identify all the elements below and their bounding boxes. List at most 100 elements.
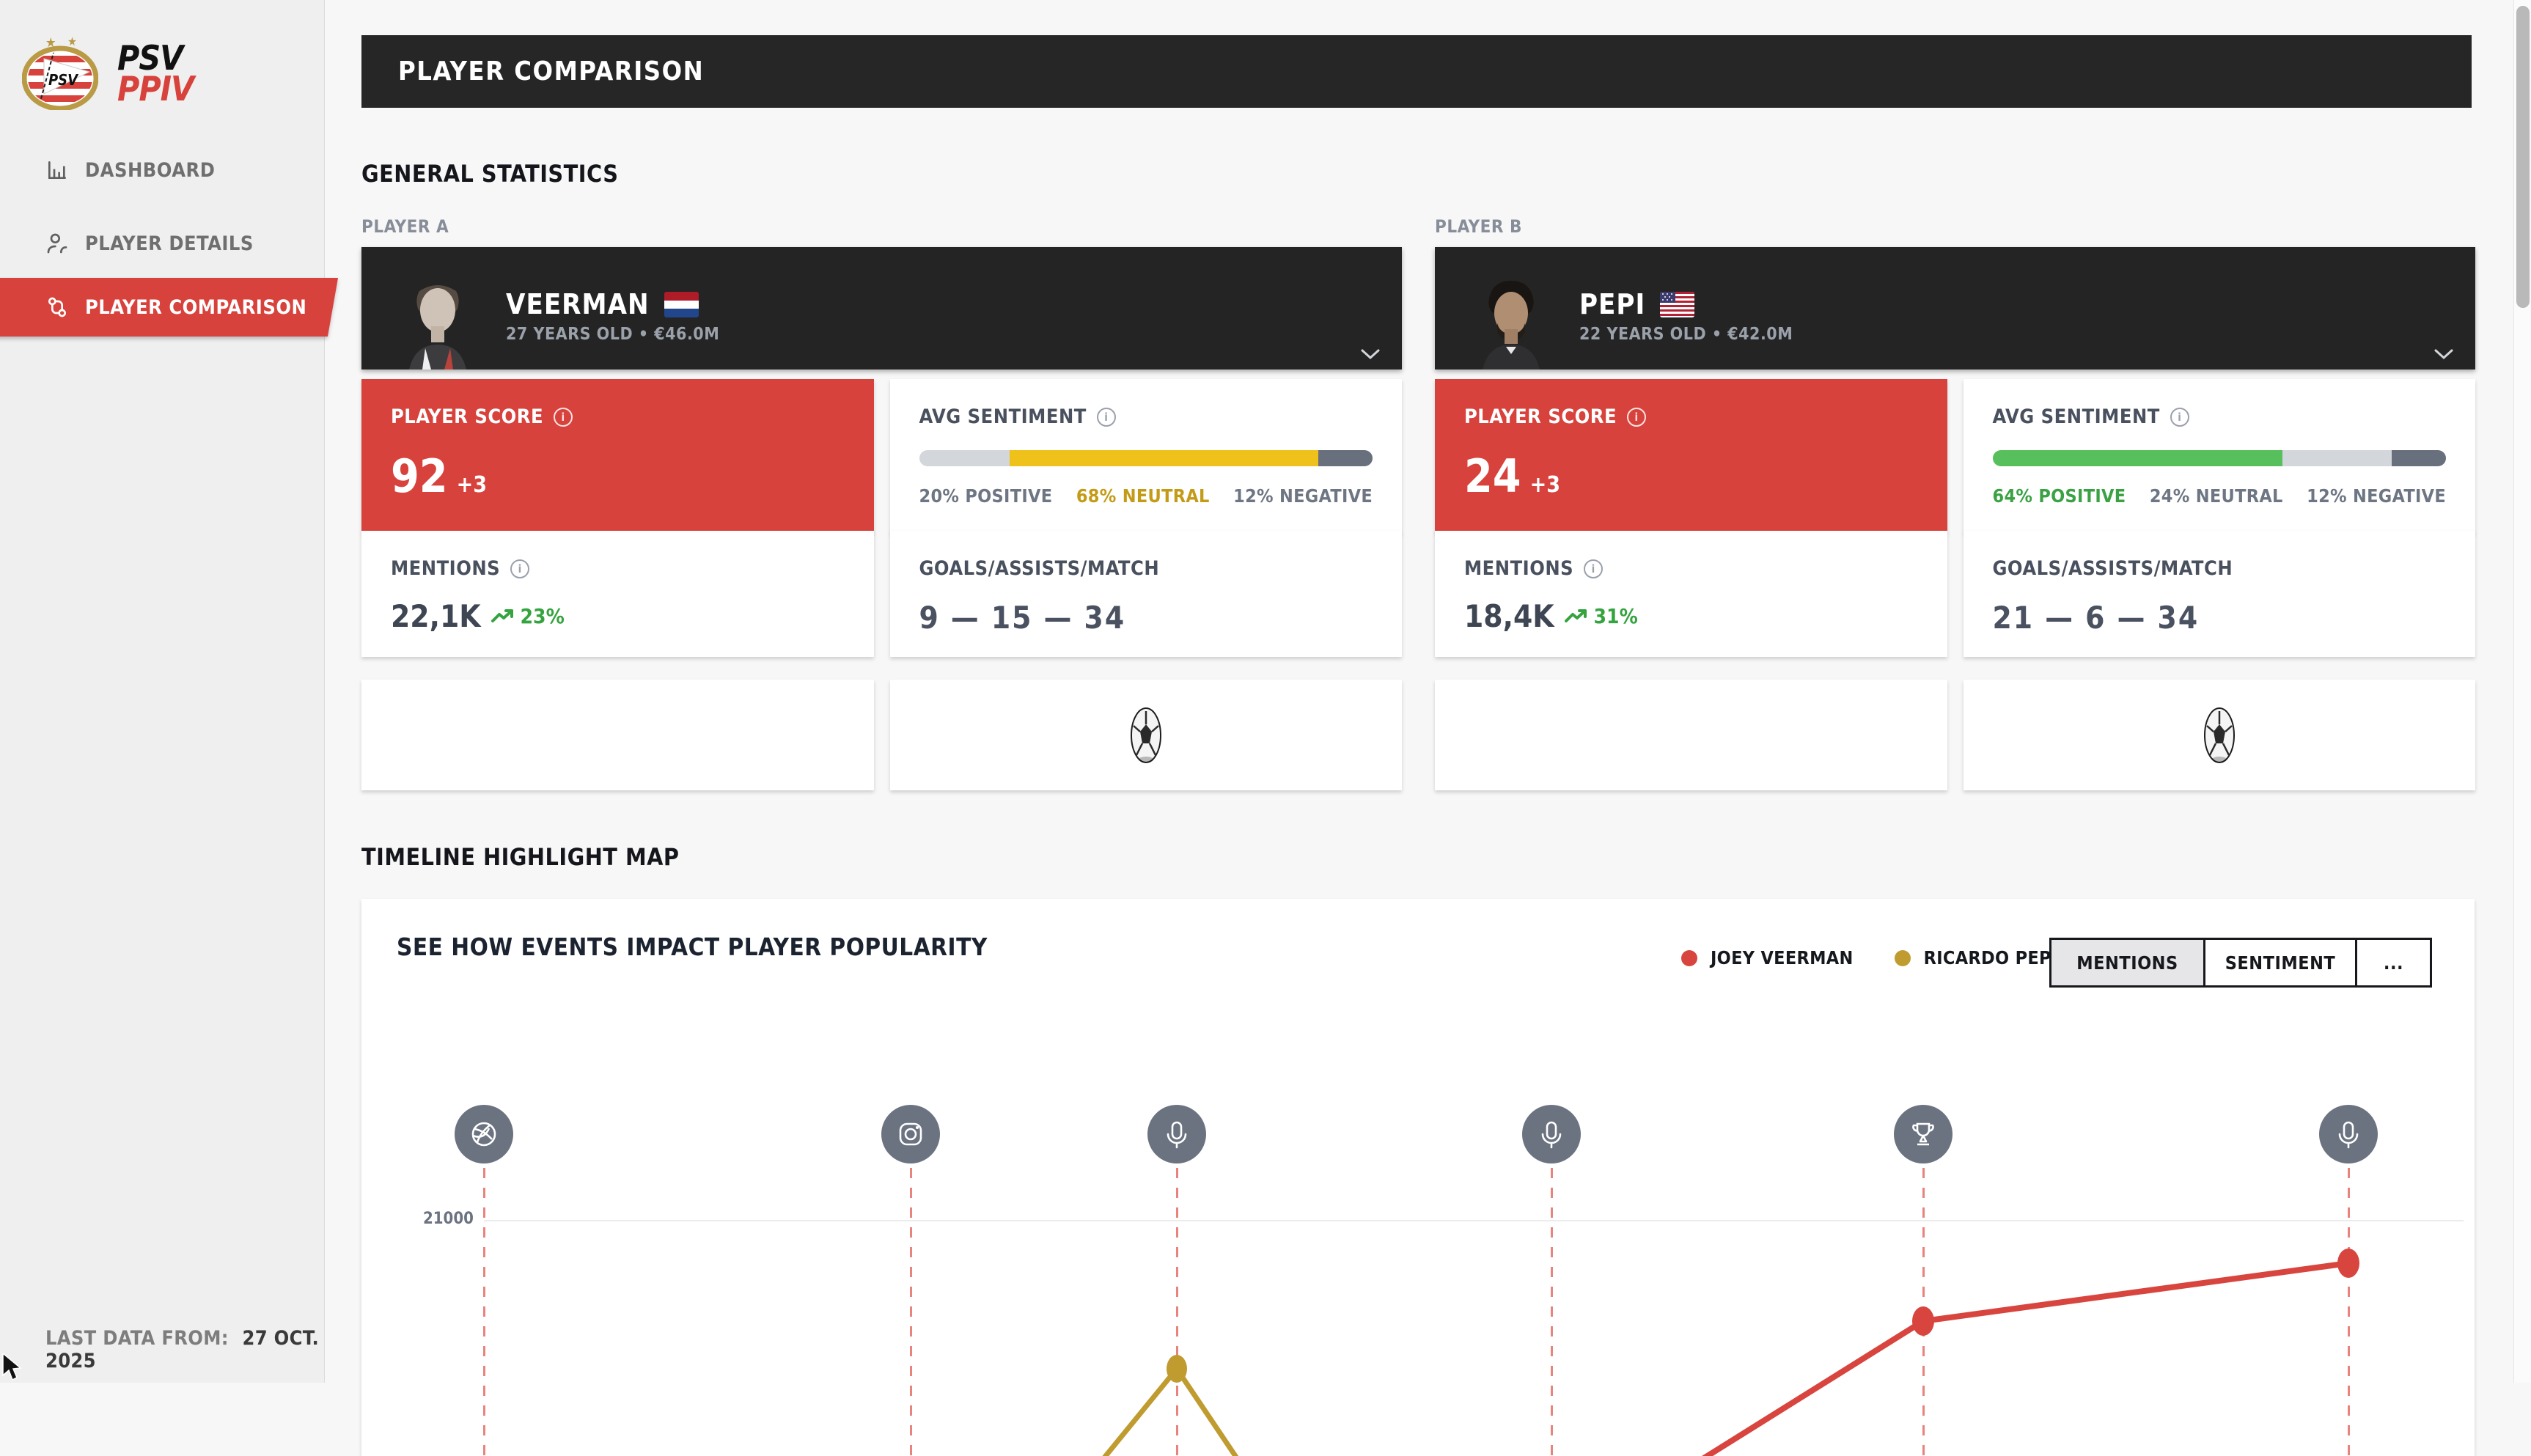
sidebar-item-player-details[interactable]: PLAYER DETAILS [0, 217, 325, 270]
player-b-mentions-value: 18,4K [1464, 598, 1554, 634]
player-b-mentions-trend: 31% [1593, 604, 1638, 628]
player-a-header-card[interactable]: VEERMAN 27 YEARS OLD • €46.0M [361, 247, 1402, 369]
event-football-icon[interactable] [455, 1105, 513, 1163]
tab-sentiment[interactable]: SENTIMENT [2203, 940, 2355, 985]
info-icon[interactable] [2170, 407, 2189, 427]
mouse-cursor [2, 1353, 22, 1381]
veerman-series-line [1702, 1260, 2349, 1456]
sentiment-neutral-label: 24% NEUTRAL [2149, 485, 2283, 507]
tab-more[interactable]: ... [2355, 940, 2430, 985]
chevron-down-icon[interactable] [1359, 348, 1381, 361]
player-b-score-value: 24 [1464, 449, 1521, 503]
sidebar-item-label: PLAYER COMPARISON [84, 295, 307, 319]
event-guide-line [1176, 1168, 1178, 1456]
player-a-mentions-label: MENTIONS [391, 557, 501, 580]
player-a-score-label: PLAYER SCORE [391, 405, 544, 428]
sidebar-item-label: PLAYER DETAILS [85, 232, 254, 255]
compare-users-icon [48, 297, 66, 317]
svg-text:PSV: PSV [48, 71, 79, 89]
legend-label: JOEY VEERMAN [1711, 947, 1854, 968]
tab-mentions[interactable]: MENTIONS [2051, 940, 2203, 985]
player-a-score-delta: +3 [456, 472, 488, 498]
sidebar: ★ ★ PSV PSV PPIV DASHBOARD [0, 0, 339, 1383]
player-a-slot-label: PLAYER A [361, 216, 449, 237]
sentiment-positive-segment [1992, 450, 2283, 466]
player-a-goals-label: GOALS/ASSISTS/MATCH [919, 557, 1160, 580]
event-guide-line [910, 1168, 912, 1456]
info-icon[interactable] [1096, 407, 1116, 427]
event-guide-line [2348, 1168, 2350, 1456]
player-a-empty-card [361, 680, 874, 790]
player-b-header-card[interactable]: PEPI 22 YEARS OLD • €42.0M [1435, 247, 2475, 369]
trend-up-icon [491, 608, 513, 622]
player-a-column: PLAYER A VEERMAN 27 YEARS OLD • €46.0M P… [361, 216, 1402, 790]
player-a-loading-card [889, 680, 1402, 790]
brand-wordmark: PSV PPIV [117, 41, 194, 109]
chevron-down-icon[interactable] [2433, 348, 2455, 361]
sentiment-positive-label: 20% POSITIVE [919, 485, 1053, 507]
info-icon[interactable] [1584, 559, 1604, 578]
legend-item-veerman[interactable]: JOEY VEERMAN [1681, 947, 1854, 968]
scrollbar-track[interactable] [2513, 0, 2531, 1383]
event-microphone-icon[interactable] [2319, 1105, 2378, 1163]
last-data-footer: LAST DATA FROM: 27 OCT. 2025 [45, 1327, 324, 1372]
player-b-sentiment-bar [1992, 450, 2447, 466]
sentiment-neutral-segment [1010, 450, 1318, 466]
sidebar-item-dashboard[interactable]: DASHBOARD [0, 144, 325, 196]
flag-usa [1660, 291, 1695, 317]
event-microphone-icon[interactable] [1147, 1105, 1206, 1163]
player-b-sentiment-label: AVG SENTIMENT [1992, 405, 2160, 428]
player-b-goals-card: GOALS/ASSISTS/MATCH 21 — 6 — 34 [1963, 531, 2475, 657]
sentiment-negative-segment [2391, 450, 2446, 466]
sentiment-positive-label: 64% POSITIVE [1992, 485, 2126, 507]
gridline-21000 [484, 1220, 2464, 1221]
player-a-sentiment-label: AVG SENTIMENT [919, 405, 1087, 428]
sidebar-item-player-comparison[interactable]: PLAYER COMPARISON [0, 278, 339, 337]
player-a-meta: 27 YEARS OLD • €46.0M [506, 325, 720, 344]
brand-line-ppiv: PPIV [117, 69, 194, 109]
player-b-column: PLAYER B PEPI [1435, 216, 2475, 790]
psv-crest-logo: ★ ★ PSV [22, 37, 98, 110]
player-a-sentiment-bar [919, 450, 1373, 466]
event-microphone-icon[interactable] [1522, 1105, 1581, 1163]
last-data-label: LAST DATA FROM: [45, 1327, 229, 1350]
last-data-value: 27 OCT. 2025 [45, 1327, 320, 1372]
sentiment-negative-segment [1318, 450, 1373, 466]
event-guide-line [483, 1168, 485, 1456]
player-b-sentiment-card: AVG SENTIMENT 64% POSITIVE 24% NEUTRAL 1… [1963, 379, 2475, 533]
bar-chart-icon [48, 161, 66, 179]
legend-dot [1894, 949, 1911, 966]
player-b-empty-card [1435, 680, 1947, 790]
player-b-loading-card [1963, 680, 2475, 790]
info-icon[interactable] [554, 407, 573, 427]
pepi-series-line [1102, 1364, 1239, 1456]
legend-item-pepi[interactable]: RICARDO PEPI [1894, 947, 2058, 968]
event-guide-line [1551, 1168, 1553, 1456]
section-timeline-highlight-map: TIMELINE HIGHLIGHT MAP [361, 843, 680, 871]
sentiment-positive-segment [919, 450, 1010, 466]
player-b-mentions-label: MENTIONS [1464, 557, 1574, 580]
timeline-card: SEE HOW EVENTS IMPACT PLAYER POPULARITY … [361, 899, 2475, 1456]
y-axis-tick-21000: 21000 [423, 1210, 474, 1228]
sidebar-nav: DASHBOARD PLAYER DETAILS [0, 144, 325, 290]
page-title: PLAYER COMPARISON [398, 56, 705, 87]
player-b-score-card: PLAYER SCORE 24 +3 [1435, 379, 1947, 533]
chart-legend: JOEY VEERMAN RICARDO PEPI [1681, 947, 2057, 968]
player-a-name: VEERMAN [506, 288, 650, 320]
event-instagram-icon[interactable] [881, 1105, 940, 1163]
scrollbar-thumb[interactable] [2516, 6, 2530, 308]
player-b-slot-label: PLAYER B [1435, 216, 1522, 237]
player-b-score-label: PLAYER SCORE [1464, 405, 1617, 428]
player-a-score-value: 92 [391, 449, 448, 503]
event-trophy-icon[interactable] [1894, 1105, 1953, 1163]
trend-up-icon [1564, 608, 1587, 622]
timeline-title: SEE HOW EVENTS IMPACT PLAYER POPULARITY [397, 933, 988, 961]
player-b-score-delta: +3 [1529, 472, 1561, 498]
sidebar-item-label: DASHBOARD [85, 158, 216, 182]
soccer-ball-icon [2203, 707, 2235, 763]
info-icon[interactable] [1627, 407, 1647, 427]
player-b-mentions-card: MENTIONS 18,4K 31% [1435, 531, 1947, 657]
chart-mode-tabs: MENTIONS SENTIMENT ... [2049, 938, 2432, 988]
info-icon[interactable] [510, 559, 530, 578]
player-a-sentiment-card: AVG SENTIMENT 20% POSITIVE 68% NEUTRAL 1… [889, 379, 1402, 533]
